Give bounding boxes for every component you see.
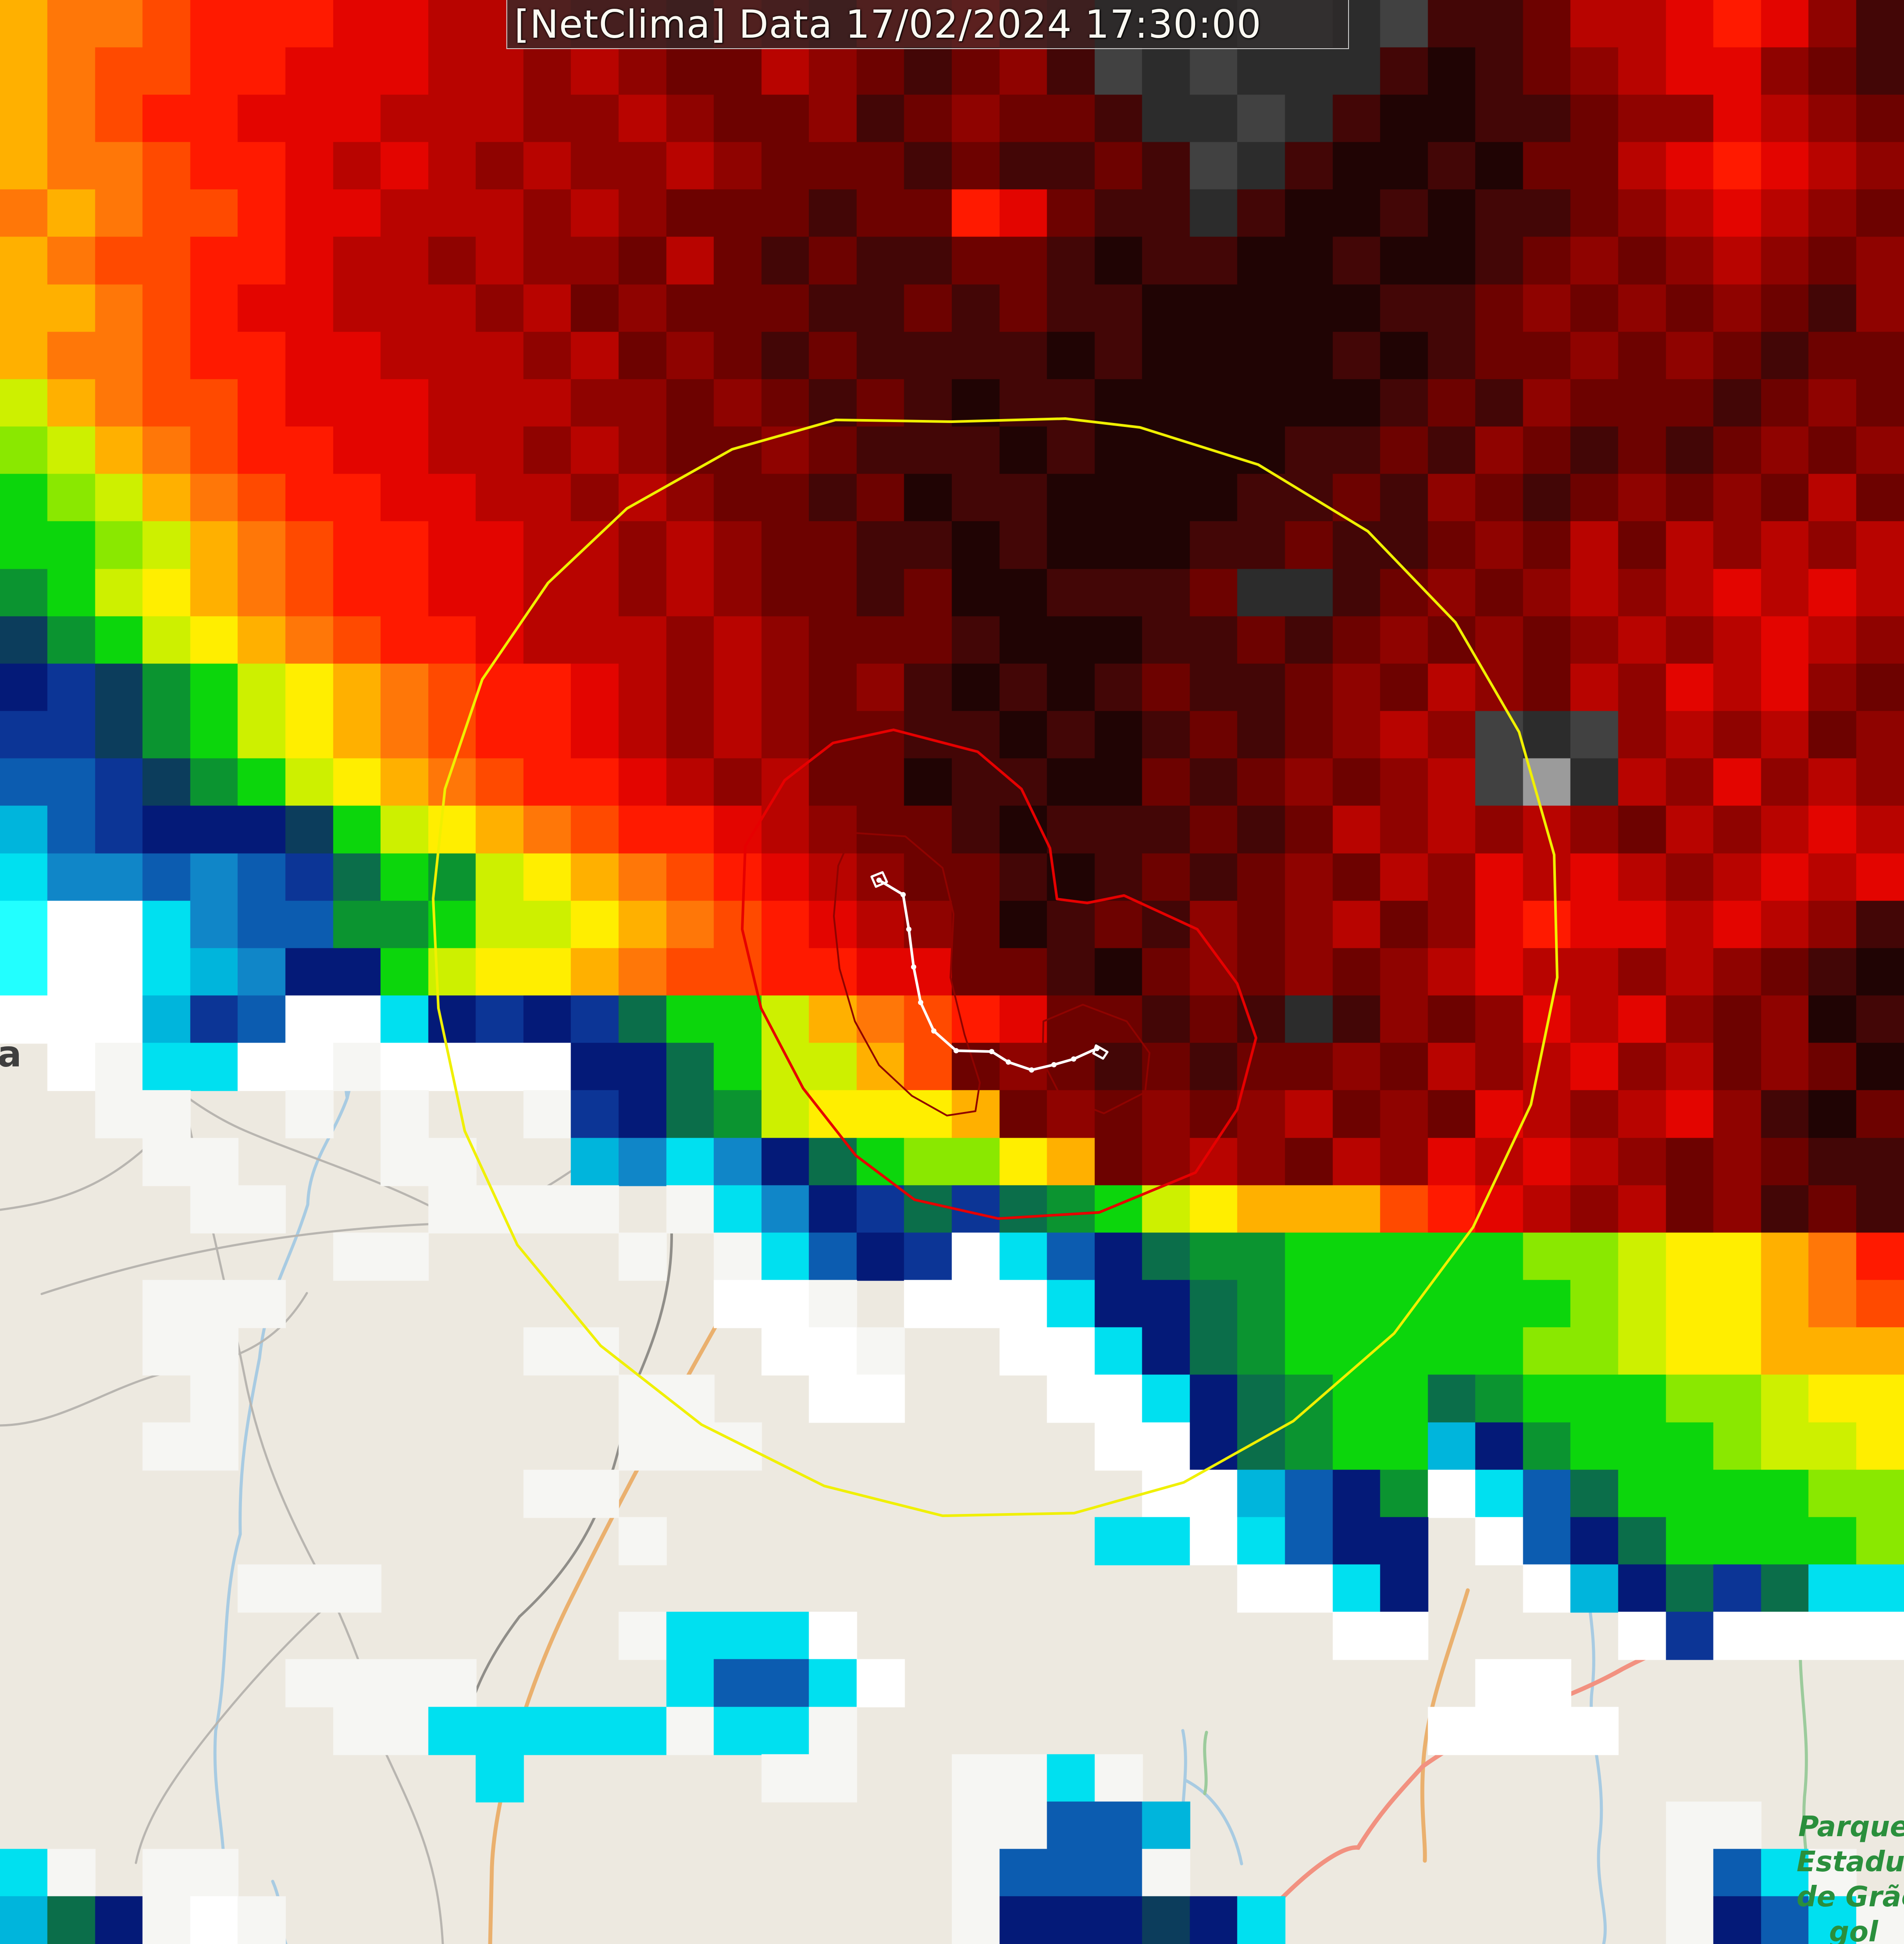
park-label-line: gol bbox=[1829, 1916, 1878, 1944]
storm-contour-inner bbox=[1042, 1004, 1150, 1114]
storm-track-point bbox=[954, 1048, 959, 1053]
town-label-partial: a bbox=[0, 1034, 22, 1075]
park-label-line: Estadua bbox=[1797, 1846, 1904, 1878]
storm-track-start-marker bbox=[870, 871, 888, 888]
storm-track-point bbox=[911, 964, 916, 970]
storm-track-line bbox=[878, 879, 1098, 1071]
storm-track-point bbox=[876, 878, 882, 883]
storm-track-point bbox=[1006, 1059, 1011, 1065]
storm-track-end-marker bbox=[1092, 1044, 1109, 1060]
park-label-line: de Grão bbox=[1797, 1881, 1904, 1913]
storm-track-point bbox=[989, 1049, 994, 1054]
storm-track-point bbox=[906, 927, 911, 932]
timestamp-text: [NetClima] Data 17/02/2024 17:30:00 bbox=[514, 1, 1262, 47]
range-ring-yellow bbox=[432, 417, 1559, 1517]
storm-contour-outer bbox=[741, 729, 1257, 1220]
park-label-line: Parque bbox=[1798, 1811, 1904, 1843]
storm-track-point bbox=[900, 892, 906, 897]
storm-track-point bbox=[1051, 1062, 1057, 1067]
park-name-label: Parque Estadua de Grão gol bbox=[1797, 1809, 1904, 1944]
storm-contour-inner bbox=[833, 832, 981, 1116]
storm-track-point bbox=[931, 1028, 936, 1034]
storm-track-point bbox=[918, 1000, 923, 1005]
storm-track-point bbox=[1029, 1067, 1034, 1073]
storm-track-point bbox=[1071, 1056, 1076, 1062]
timestamp-title-bar: [NetClima] Data 17/02/2024 17:30:00 bbox=[506, 0, 1349, 49]
